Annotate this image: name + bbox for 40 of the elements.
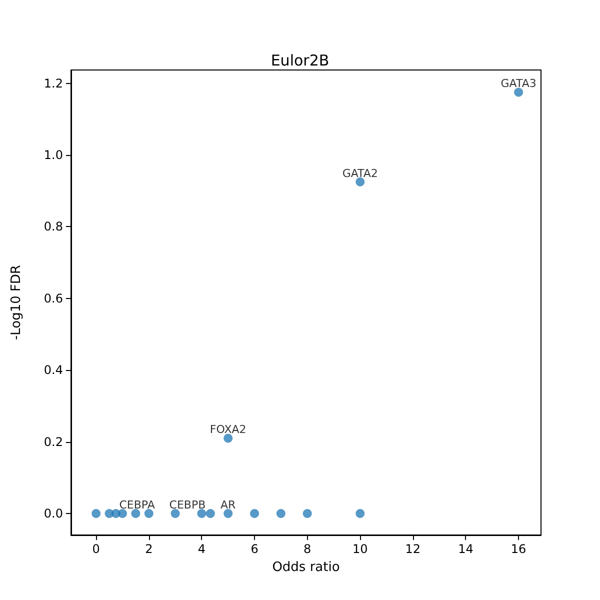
point — [131, 508, 140, 518]
point — [250, 508, 260, 518]
annotation: CEBPA — [119, 498, 156, 512]
point — [206, 508, 215, 518]
annotation: AR — [220, 498, 236, 512]
point — [118, 508, 127, 518]
point — [197, 508, 206, 518]
x-tick-label: 4 — [198, 542, 206, 556]
point — [302, 508, 312, 518]
y-tick-label: 0.4 — [44, 363, 63, 378]
point — [356, 177, 365, 186]
x-tick-label: 16 — [510, 542, 526, 556]
point — [224, 508, 233, 518]
y-tick-label: 0.2 — [44, 434, 63, 449]
annotation: GATA3 — [500, 77, 536, 90]
y-tick-label: 1.2 — [44, 76, 63, 90]
y-tick-label: 1.0 — [44, 148, 63, 162]
point — [170, 508, 180, 518]
x-tick-label: 8 — [304, 542, 312, 556]
x-axis-title: Odds ratio — [272, 560, 340, 575]
point — [356, 508, 365, 518]
x-tick-label: 0 — [92, 542, 100, 556]
chart-title: Eulor2B — [270, 52, 330, 70]
point — [144, 508, 154, 518]
x-tick-label: 14 — [458, 542, 474, 556]
y-tick-label: 0.6 — [44, 291, 63, 306]
x-tick-label: 2 — [145, 542, 153, 556]
x-tick-label: 12 — [405, 542, 421, 556]
point — [92, 508, 101, 518]
annotation: FOXA2 — [210, 423, 246, 436]
annotation: CEBPB — [169, 498, 206, 512]
y-axis-title: -Log10 FDR — [9, 264, 24, 340]
y-tick-label: 0.0 — [44, 506, 63, 520]
point — [514, 88, 524, 97]
point — [276, 508, 286, 518]
x-tick-label: 10 — [352, 542, 368, 556]
y-tick-label: 0.8 — [44, 220, 63, 234]
annotation: GATA2 — [342, 166, 378, 180]
point — [224, 434, 233, 443]
x-tick-label: 6 — [250, 542, 258, 556]
